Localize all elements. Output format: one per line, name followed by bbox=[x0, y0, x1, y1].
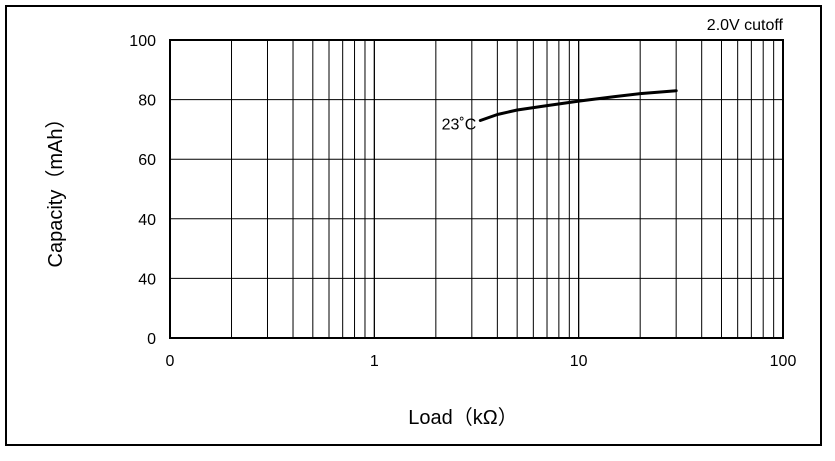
x-axis-title: Load（kΩ） bbox=[408, 406, 517, 429]
chart-frame bbox=[5, 5, 822, 446]
y-tick-label: 60 bbox=[138, 152, 156, 169]
x-tick-label: 0 bbox=[166, 353, 175, 370]
y-tick-label: 100 bbox=[129, 33, 156, 50]
y-tick-label: 0 bbox=[147, 331, 156, 348]
grid-lines bbox=[170, 40, 783, 338]
plot-border bbox=[169, 39, 784, 339]
series-label-23c: 23˚C bbox=[442, 116, 477, 133]
annotation-cutoff: 2.0V cutoff bbox=[707, 17, 784, 34]
x-tick-label: 10 bbox=[570, 353, 588, 370]
x-tick-label: 1 bbox=[370, 353, 379, 370]
y-tick-label: 40 bbox=[138, 212, 156, 229]
x-tick-label: 100 bbox=[770, 353, 797, 370]
y-tick-label: 80 bbox=[138, 93, 156, 110]
series-line bbox=[478, 89, 678, 122]
y-tick-label: 40 bbox=[138, 271, 156, 288]
x-tick-labels: 0 1 10 100 bbox=[166, 353, 797, 370]
series-group bbox=[478, 89, 678, 122]
y-axis-title: Capacity（mAh） bbox=[44, 109, 67, 268]
y-tick-labels: 0 40 40 60 80 100 bbox=[129, 33, 156, 348]
